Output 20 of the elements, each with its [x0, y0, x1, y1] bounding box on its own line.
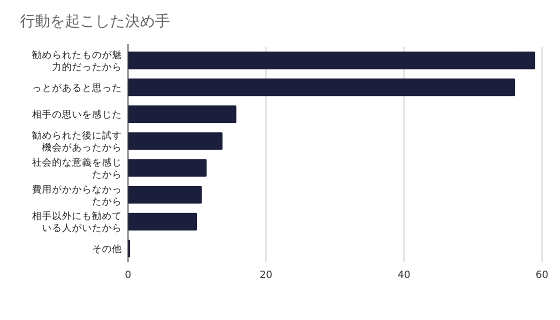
y-tick-label: その他 [92, 243, 122, 256]
bar [128, 105, 236, 124]
chart-title: 行動を起こした決め手 [20, 12, 170, 30]
y-tick-label: 費用がかからなかったから [32, 183, 122, 208]
bar [128, 52, 536, 70]
y-tick-label: 勧められたものが魅力的だったから [32, 48, 122, 73]
y-tick-label: 勧められた後に試す機会があったから [32, 130, 122, 154]
bar [128, 132, 223, 150]
bar [128, 186, 202, 204]
x-tick-label: 60 [536, 270, 548, 281]
x-tick-label: 0 [124, 270, 132, 281]
x-tick-label: 20 [260, 270, 272, 281]
x-tick-label: 40 [398, 270, 410, 281]
bar [128, 78, 516, 96]
y-tick-label: 相手以外にも勧めている人がいたから [32, 210, 122, 234]
bar [128, 212, 197, 231]
y-tick-label: 社会的な意義を感じたから [32, 156, 122, 180]
bar [128, 159, 207, 177]
y-tick-label: っとがあると思った [32, 82, 122, 94]
y-tick-label: 相手の思いを感じた [32, 108, 122, 121]
